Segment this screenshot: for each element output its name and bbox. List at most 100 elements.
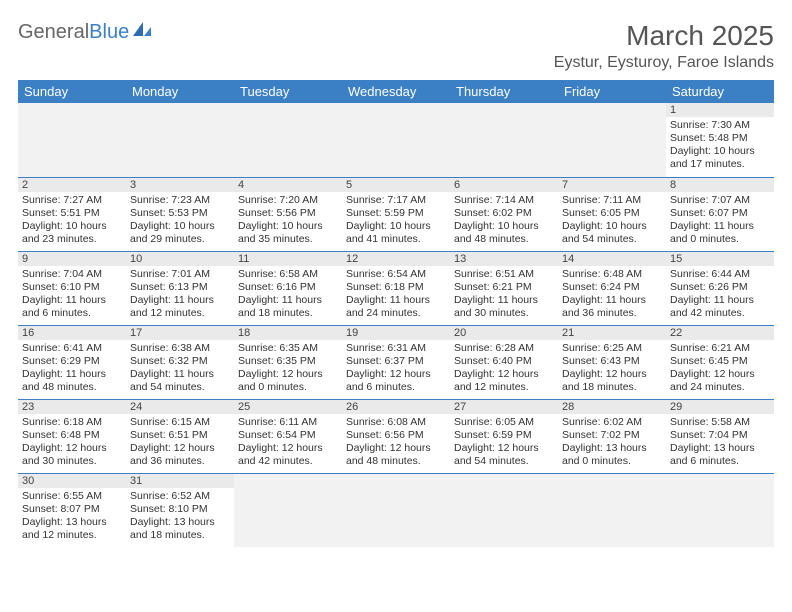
calendar-cell-blank bbox=[342, 103, 450, 177]
day-info: Sunrise: 7:11 AMSunset: 6:05 PMDaylight:… bbox=[562, 194, 662, 247]
calendar-cell: 2 Sunrise: 7:27 AMSunset: 5:51 PMDaylight… bbox=[18, 177, 126, 251]
day-info: Sunrise: 6:31 AMSunset: 6:37 PMDaylight:… bbox=[346, 342, 446, 395]
calendar-cell: 15Sunrise: 6:44 AMSunset: 6:26 PMDayligh… bbox=[666, 251, 774, 325]
sail-icon bbox=[131, 20, 153, 44]
sunset-text: Sunset: 6:18 PM bbox=[346, 281, 446, 294]
calendar-cell: 21Sunrise: 6:25 AMSunset: 6:43 PMDayligh… bbox=[558, 325, 666, 399]
day-info: Sunrise: 7:30 AMSunset: 5:48 PMDaylight:… bbox=[670, 119, 770, 172]
calendar-cell: 27Sunrise: 6:05 AMSunset: 6:59 PMDayligh… bbox=[450, 399, 558, 473]
day-header: Tuesday bbox=[234, 80, 342, 103]
day-info: Sunrise: 6:18 AMSunset: 6:48 PMDaylight:… bbox=[22, 416, 122, 469]
sunset-text: Sunset: 6:45 PM bbox=[670, 355, 770, 368]
calendar-cell-blank bbox=[450, 473, 558, 547]
sunset-text: Sunset: 5:51 PM bbox=[22, 207, 122, 220]
sunrise-text: Sunrise: 6:05 AM bbox=[454, 416, 554, 429]
calendar-cell: 9Sunrise: 7:04 AMSunset: 6:10 PMDaylight… bbox=[18, 251, 126, 325]
sunset-text: Sunset: 7:04 PM bbox=[670, 429, 770, 442]
day-number: 12 bbox=[342, 252, 450, 266]
calendar-row: 16Sunrise: 6:41 AMSunset: 6:29 PMDayligh… bbox=[18, 325, 774, 399]
sunset-text: Sunset: 6:26 PM bbox=[670, 281, 770, 294]
day-info: Sunrise: 7:14 AMSunset: 6:02 PMDaylight:… bbox=[454, 194, 554, 247]
sunrise-text: Sunrise: 7:11 AM bbox=[562, 194, 662, 207]
day-number: 17 bbox=[126, 326, 234, 340]
sunrise-text: Sunrise: 7:17 AM bbox=[346, 194, 446, 207]
calendar-cell-blank bbox=[666, 473, 774, 547]
day-info: Sunrise: 6:25 AMSunset: 6:43 PMDaylight:… bbox=[562, 342, 662, 395]
day-number: 4 bbox=[234, 178, 342, 192]
sunrise-text: Sunrise: 6:38 AM bbox=[130, 342, 230, 355]
sunrise-text: Sunrise: 7:30 AM bbox=[670, 119, 770, 132]
sunrise-text: Sunrise: 7:01 AM bbox=[130, 268, 230, 281]
day-number: 20 bbox=[450, 326, 558, 340]
daylight-text: Daylight: 11 hours and 12 minutes. bbox=[130, 294, 230, 320]
sunset-text: Sunset: 7:02 PM bbox=[562, 429, 662, 442]
calendar-cell-blank bbox=[450, 103, 558, 177]
sunset-text: Sunset: 6:07 PM bbox=[670, 207, 770, 220]
day-header: Friday bbox=[558, 80, 666, 103]
day-info: Sunrise: 6:02 AMSunset: 7:02 PMDaylight:… bbox=[562, 416, 662, 469]
day-info: Sunrise: 6:38 AMSunset: 6:32 PMDaylight:… bbox=[130, 342, 230, 395]
sunrise-text: Sunrise: 6:25 AM bbox=[562, 342, 662, 355]
daylight-text: Daylight: 10 hours and 41 minutes. bbox=[346, 220, 446, 246]
daylight-text: Daylight: 10 hours and 23 minutes. bbox=[22, 220, 122, 246]
day-info: Sunrise: 6:52 AMSunset: 8:10 PMDaylight:… bbox=[130, 490, 230, 543]
sunrise-text: Sunrise: 6:58 AM bbox=[238, 268, 338, 281]
daylight-text: Daylight: 13 hours and 0 minutes. bbox=[562, 442, 662, 468]
day-number: 2 bbox=[18, 178, 126, 192]
day-info: Sunrise: 7:27 AMSunset: 5:51 PMDaylight:… bbox=[22, 194, 122, 247]
day-number: 24 bbox=[126, 400, 234, 414]
calendar-cell: 19 Sunrise: 6:31 AMSunset: 6:37 PMDayligh… bbox=[342, 325, 450, 399]
day-number: 6 bbox=[450, 178, 558, 192]
day-number: 31 bbox=[126, 474, 234, 488]
day-number: 19 bbox=[342, 326, 450, 340]
calendar-cell: 4 Sunrise: 7:20 AMSunset: 5:56 PMDaylight… bbox=[234, 177, 342, 251]
daylight-text: Daylight: 12 hours and 30 minutes. bbox=[22, 442, 122, 468]
calendar-cell: 24 Sunrise: 6:15 AMSunset: 6:51 PMDayligh… bbox=[126, 399, 234, 473]
calendar-body: 1Sunrise: 7:30 AMSunset: 5:48 PMDaylight… bbox=[18, 103, 774, 547]
calendar-cell-blank bbox=[126, 103, 234, 177]
calendar-cell: 7Sunrise: 7:11 AMSunset: 6:05 PMDaylight… bbox=[558, 177, 666, 251]
daylight-text: Daylight: 11 hours and 54 minutes. bbox=[130, 368, 230, 394]
sunset-text: Sunset: 8:07 PM bbox=[22, 503, 122, 516]
sunrise-text: Sunrise: 6:18 AM bbox=[22, 416, 122, 429]
sunset-text: Sunset: 6:43 PM bbox=[562, 355, 662, 368]
daylight-text: Daylight: 11 hours and 36 minutes. bbox=[562, 294, 662, 320]
sunrise-text: Sunrise: 6:28 AM bbox=[454, 342, 554, 355]
day-number: 10 bbox=[126, 252, 234, 266]
daylight-text: Daylight: 11 hours and 0 minutes. bbox=[670, 220, 770, 246]
day-info: Sunrise: 6:35 AMSunset: 6:35 PMDaylight:… bbox=[238, 342, 338, 395]
day-info: Sunrise: 7:20 AMSunset: 5:56 PMDaylight:… bbox=[238, 194, 338, 247]
day-number: 27 bbox=[450, 400, 558, 414]
day-number: 9 bbox=[18, 252, 126, 266]
calendar-cell: 18Sunrise: 6:35 AMSunset: 6:35 PMDayligh… bbox=[234, 325, 342, 399]
calendar-cell: 3Sunrise: 7:23 AMSunset: 5:53 PMDaylight… bbox=[126, 177, 234, 251]
day-info: Sunrise: 6:54 AMSunset: 6:18 PMDaylight:… bbox=[346, 268, 446, 321]
day-number: 11 bbox=[234, 252, 342, 266]
calendar-cell-blank bbox=[342, 473, 450, 547]
title-block: March 2025 Eystur, Eysturoy, Faroe Islan… bbox=[554, 20, 774, 78]
day-number: 30 bbox=[18, 474, 126, 488]
day-header: Wednesday bbox=[342, 80, 450, 103]
sunrise-text: Sunrise: 6:55 AM bbox=[22, 490, 122, 503]
calendar-cell: 5Sunrise: 7:17 AMSunset: 5:59 PMDaylight… bbox=[342, 177, 450, 251]
day-info: Sunrise: 7:07 AMSunset: 6:07 PMDaylight:… bbox=[670, 194, 770, 247]
day-number: 5 bbox=[342, 178, 450, 192]
day-header: Sunday bbox=[18, 80, 126, 103]
calendar-cell: 6 Sunrise: 7:14 AMSunset: 6:02 PMDaylight… bbox=[450, 177, 558, 251]
day-info: Sunrise: 6:21 AMSunset: 6:45 PMDaylight:… bbox=[670, 342, 770, 395]
day-number: 23 bbox=[18, 400, 126, 414]
day-info: Sunrise: 6:28 AMSunset: 6:40 PMDaylight:… bbox=[454, 342, 554, 395]
daylight-text: Daylight: 11 hours and 18 minutes. bbox=[238, 294, 338, 320]
sunset-text: Sunset: 6:48 PM bbox=[22, 429, 122, 442]
daylight-text: Daylight: 12 hours and 18 minutes. bbox=[562, 368, 662, 394]
day-number: 8 bbox=[666, 178, 774, 192]
daylight-text: Daylight: 12 hours and 24 minutes. bbox=[670, 368, 770, 394]
sunset-text: Sunset: 6:29 PM bbox=[22, 355, 122, 368]
sunrise-text: Sunrise: 6:44 AM bbox=[670, 268, 770, 281]
day-info: Sunrise: 6:15 AMSunset: 6:51 PMDaylight:… bbox=[130, 416, 230, 469]
sunset-text: Sunset: 8:10 PM bbox=[130, 503, 230, 516]
location-text: Eystur, Eysturoy, Faroe Islands bbox=[554, 54, 774, 72]
sunrise-text: Sunrise: 7:04 AM bbox=[22, 268, 122, 281]
calendar-row: 1Sunrise: 7:30 AMSunset: 5:48 PMDaylight… bbox=[18, 103, 774, 177]
calendar-table: Sunday Monday Tuesday Wednesday Thursday… bbox=[18, 80, 774, 547]
